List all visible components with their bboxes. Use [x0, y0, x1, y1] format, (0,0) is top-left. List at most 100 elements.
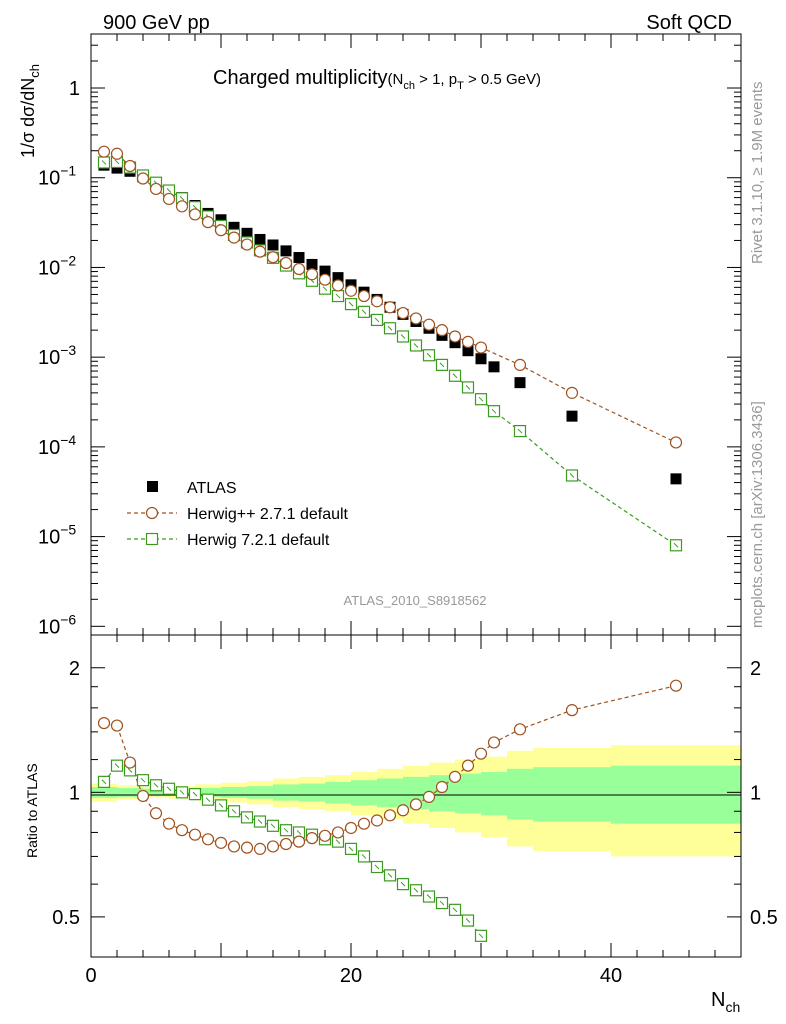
ratio-tick-label-left: 1 — [69, 782, 80, 804]
y-tick-label: 10−5 — [38, 522, 76, 549]
herwigpp-ratio-point — [357, 817, 371, 830]
herwig7-ratio-point-mark — [270, 823, 276, 829]
plot-title-main: Charged multiplicity — [213, 67, 388, 89]
herwigpp-main-point — [357, 289, 371, 303]
ratio-plot-frame — [90, 634, 742, 958]
plot-title-cut-rest2: > 0.5 GeV) — [464, 71, 541, 88]
atlas-data-point — [332, 272, 344, 284]
atlas-data-point — [488, 361, 500, 373]
herwigpp-ratio-point — [513, 723, 527, 736]
herwig7-main-line — [103, 161, 677, 546]
herwigpp-main-point — [383, 301, 397, 314]
herwigpp-ratio-point — [331, 826, 345, 839]
herwigpp-ratio-point — [214, 836, 228, 849]
herwigpp-ratio-point — [162, 817, 176, 830]
band-inner-segment — [299, 783, 325, 802]
band-inner-segment — [507, 768, 533, 820]
ratio-series-group — [97, 679, 683, 942]
herwigpp-ratio-point — [305, 832, 319, 845]
herwig7-main-point-mark — [439, 362, 445, 368]
analysis-id: ATLAS_2010_S8918562 — [344, 593, 487, 608]
herwigpp-ratio-point — [383, 809, 397, 822]
herwigpp-main-point — [344, 284, 358, 297]
herwig7-ratio-point-mark — [426, 894, 432, 899]
herwigpp-ratio-point — [409, 798, 423, 811]
plot-title-cut-sub: ch — [403, 80, 415, 92]
herwigpp-ratio-point — [474, 747, 488, 760]
herwigpp-ratio-point — [136, 789, 150, 803]
plot-title: Charged multiplicity(Nch > 1, pT > 0.5 G… — [213, 67, 541, 92]
herwigpp-main-point — [227, 231, 241, 244]
legend-label-herwig7: Herwig 7.2.1 default — [187, 532, 330, 549]
herwig7-main-point-mark — [322, 286, 328, 292]
herwig7-ratio-point-mark — [257, 819, 263, 824]
band-inner-segment — [195, 787, 221, 797]
atlas-data-point — [319, 265, 331, 277]
herwigpp-main-point — [266, 251, 280, 264]
atlas-data-point — [306, 258, 318, 270]
atlas-data-point — [449, 337, 461, 349]
band-inner-segment — [221, 787, 247, 798]
herwig7-ratio-point-mark — [387, 873, 393, 878]
herwigpp-main-point — [279, 256, 293, 270]
ratio-tick-label-right: 0.5 — [750, 907, 778, 929]
herwig7-ratio-point-mark — [179, 789, 185, 795]
header-right: Soft QCD — [646, 12, 732, 34]
herwigpp-main-point — [396, 306, 410, 320]
band-inner-segment — [117, 787, 143, 797]
atlas-data-point — [228, 221, 240, 233]
ratio-tick-label-left: 2 — [69, 658, 80, 680]
y-axis-label-main-sub: ch — [27, 64, 42, 78]
series-layer — [97, 145, 683, 942]
atlas-data-point — [462, 345, 474, 357]
herwig7-ratio-point-mark — [101, 779, 107, 785]
herwig7-main-point-mark — [166, 188, 172, 193]
herwigpp-main-point — [201, 216, 215, 229]
ratio-tick-label-right: 1 — [750, 782, 761, 804]
herwigpp-main-point — [149, 182, 163, 196]
herwigpp-main-point — [565, 386, 579, 399]
herwigpp-ratio-point — [318, 829, 332, 842]
rivet-version-note: Rivet 3.1.10, ≥ 1.9M events — [749, 82, 766, 265]
y-tick-label: 10−4 — [38, 432, 76, 459]
legend-marker-herwigpp — [145, 506, 159, 520]
x-axis-label: Nch — [711, 989, 740, 1015]
atlas-data-point — [267, 239, 279, 251]
herwigpp-ratio-point — [669, 679, 683, 692]
herwig7-main-point-mark — [517, 428, 523, 434]
legend: ATLAS Herwig++ 2.7.1 default Herwig 7.2.… — [127, 480, 349, 549]
band-inner-segment — [533, 767, 611, 822]
legend-marker-herwig7 — [145, 532, 159, 546]
legend-label-herwigpp: Herwig++ 2.7.1 default — [187, 506, 349, 523]
band-inner-segment — [351, 780, 377, 806]
atlas-data-point — [280, 245, 292, 257]
herwigpp-main-point — [175, 200, 189, 213]
herwig7-ratio-point-mark — [244, 815, 250, 820]
herwigpp-ratio-point — [253, 842, 267, 855]
ratio-tick-label-right: 2 — [750, 658, 761, 680]
herwigpp-ratio-point — [435, 780, 449, 794]
herwig7-main-point-mark — [413, 343, 419, 348]
herwig7-main-point-mark — [387, 325, 393, 331]
x-tick-label: 40 — [600, 965, 622, 987]
band-inner-segment — [273, 784, 299, 801]
herwigpp-ratio-point — [123, 756, 137, 769]
herwigpp-main-point — [97, 145, 111, 158]
herwig7-main-point-mark — [673, 542, 679, 548]
y-tick-label: 10−1 — [38, 163, 76, 190]
herwigpp-main-point — [513, 358, 527, 371]
herwigpp-main-point — [110, 147, 124, 160]
herwig7-ratio-point-mark — [283, 827, 289, 833]
herwigpp-ratio-line — [103, 685, 677, 850]
x-tick-label: 0 — [85, 965, 96, 987]
atlas-data-point — [514, 377, 526, 389]
band-inner-segment — [247, 786, 273, 799]
herwigpp-main-point — [448, 330, 462, 343]
x-axis-label-main: N — [711, 989, 725, 1011]
herwigpp-ratio-point — [487, 736, 501, 749]
y-tick-label: 10−6 — [38, 611, 76, 638]
herwigpp-ratio-point — [461, 759, 475, 772]
herwigpp-ratio-point — [344, 821, 358, 835]
legend-marker-atlas — [147, 481, 158, 492]
